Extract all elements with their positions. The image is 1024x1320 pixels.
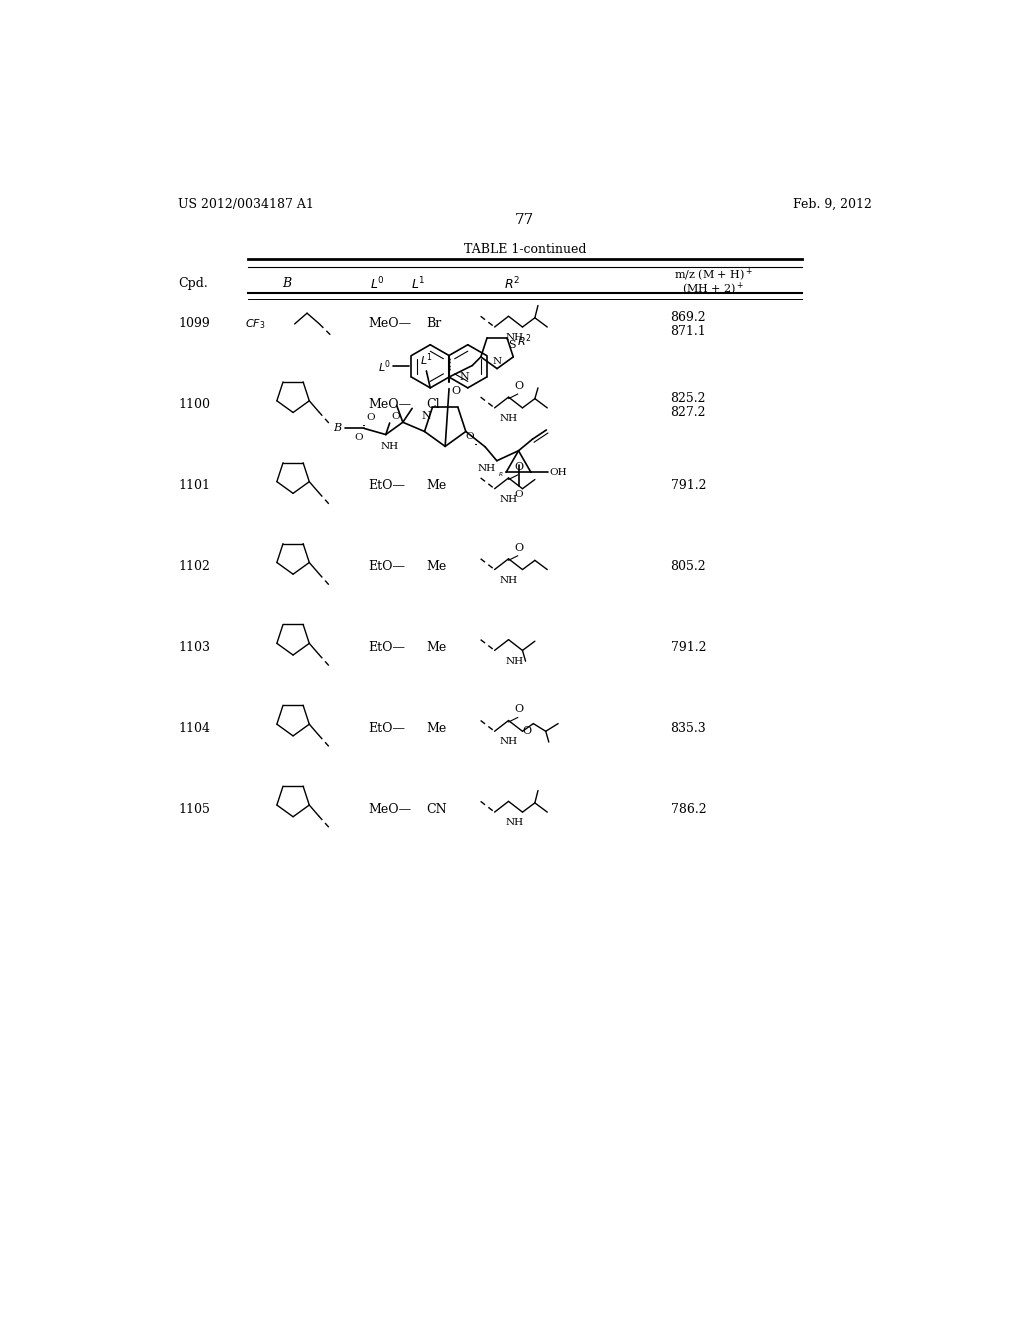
Text: O: O xyxy=(367,413,375,422)
Text: $L^0$: $L^0$ xyxy=(370,276,385,292)
Text: 825.2: 825.2 xyxy=(671,392,706,405)
Text: Me: Me xyxy=(426,479,446,492)
Text: 869.2: 869.2 xyxy=(671,312,707,325)
Text: B: B xyxy=(333,424,341,433)
Text: O: O xyxy=(391,412,399,421)
Text: MeO—: MeO— xyxy=(369,317,412,330)
Text: EtO—: EtO— xyxy=(369,479,406,492)
Text: Cl: Cl xyxy=(426,399,440,412)
Text: Me: Me xyxy=(426,560,446,573)
Text: NH: NH xyxy=(477,463,496,473)
Text: 827.2: 827.2 xyxy=(671,407,706,418)
Text: US 2012/0034187 A1: US 2012/0034187 A1 xyxy=(178,198,314,211)
Text: MeO—: MeO— xyxy=(369,399,412,412)
Text: NH: NH xyxy=(500,495,517,504)
Text: NH: NH xyxy=(500,576,517,585)
Text: EtO—: EtO— xyxy=(369,560,406,573)
Text: $R^2$: $R^2$ xyxy=(504,276,520,292)
Text: N: N xyxy=(493,356,502,366)
Text: 77: 77 xyxy=(515,213,535,227)
Text: S: S xyxy=(509,339,516,350)
Text: EtO—: EtO— xyxy=(369,722,406,735)
Text: EtO—: EtO— xyxy=(369,640,406,653)
Text: NH: NH xyxy=(500,738,517,746)
Text: NH: NH xyxy=(500,414,517,422)
Text: $L^1$: $L^1$ xyxy=(412,276,426,292)
Text: m/z (M + H)$^+$: m/z (M + H)$^+$ xyxy=(674,267,753,282)
Text: $R^2$: $R^2$ xyxy=(517,333,531,350)
Text: 871.1: 871.1 xyxy=(671,325,707,338)
Text: 791.2: 791.2 xyxy=(671,640,706,653)
Text: 1103: 1103 xyxy=(178,640,210,653)
Text: B: B xyxy=(283,277,292,290)
Text: O: O xyxy=(515,462,524,471)
Text: $L^0$: $L^0$ xyxy=(378,358,391,375)
Text: 1099: 1099 xyxy=(178,317,210,330)
Text: $_R$: $_R$ xyxy=(499,470,504,479)
Text: (MH + 2)$^+$: (MH + 2)$^+$ xyxy=(682,280,744,297)
Text: O: O xyxy=(465,432,473,441)
Text: Me: Me xyxy=(426,640,446,653)
Text: NH: NH xyxy=(381,442,398,451)
Text: 791.2: 791.2 xyxy=(671,479,706,492)
Text: 1104: 1104 xyxy=(178,722,210,735)
Text: TABLE 1-continued: TABLE 1-continued xyxy=(464,243,586,256)
Text: O: O xyxy=(452,387,461,396)
Text: 805.2: 805.2 xyxy=(671,560,707,573)
Text: NH: NH xyxy=(506,333,524,342)
Text: 835.3: 835.3 xyxy=(671,722,707,735)
Text: O: O xyxy=(515,543,524,553)
Text: O: O xyxy=(515,381,524,391)
Text: O: O xyxy=(514,490,523,499)
Text: $CF_3$: $CF_3$ xyxy=(245,317,265,331)
Text: Feb. 9, 2012: Feb. 9, 2012 xyxy=(794,198,872,211)
Text: CN: CN xyxy=(426,803,447,816)
Text: Me: Me xyxy=(426,722,446,735)
Text: Br: Br xyxy=(426,317,441,330)
Text: 1105: 1105 xyxy=(178,803,210,816)
Text: O: O xyxy=(515,705,524,714)
Text: $L^1$: $L^1$ xyxy=(420,351,433,368)
Text: NH: NH xyxy=(506,656,524,665)
Text: 1100: 1100 xyxy=(178,399,210,412)
Text: 1101: 1101 xyxy=(178,479,210,492)
Text: N: N xyxy=(460,372,470,381)
Text: OH: OH xyxy=(550,467,567,477)
Text: Cpd.: Cpd. xyxy=(178,277,208,290)
Text: 1102: 1102 xyxy=(178,560,210,573)
Text: N: N xyxy=(421,412,431,421)
Text: 786.2: 786.2 xyxy=(671,803,707,816)
Text: MeO—: MeO— xyxy=(369,803,412,816)
Text: O: O xyxy=(522,726,531,737)
Text: O: O xyxy=(354,433,362,442)
Text: NH: NH xyxy=(506,818,524,828)
